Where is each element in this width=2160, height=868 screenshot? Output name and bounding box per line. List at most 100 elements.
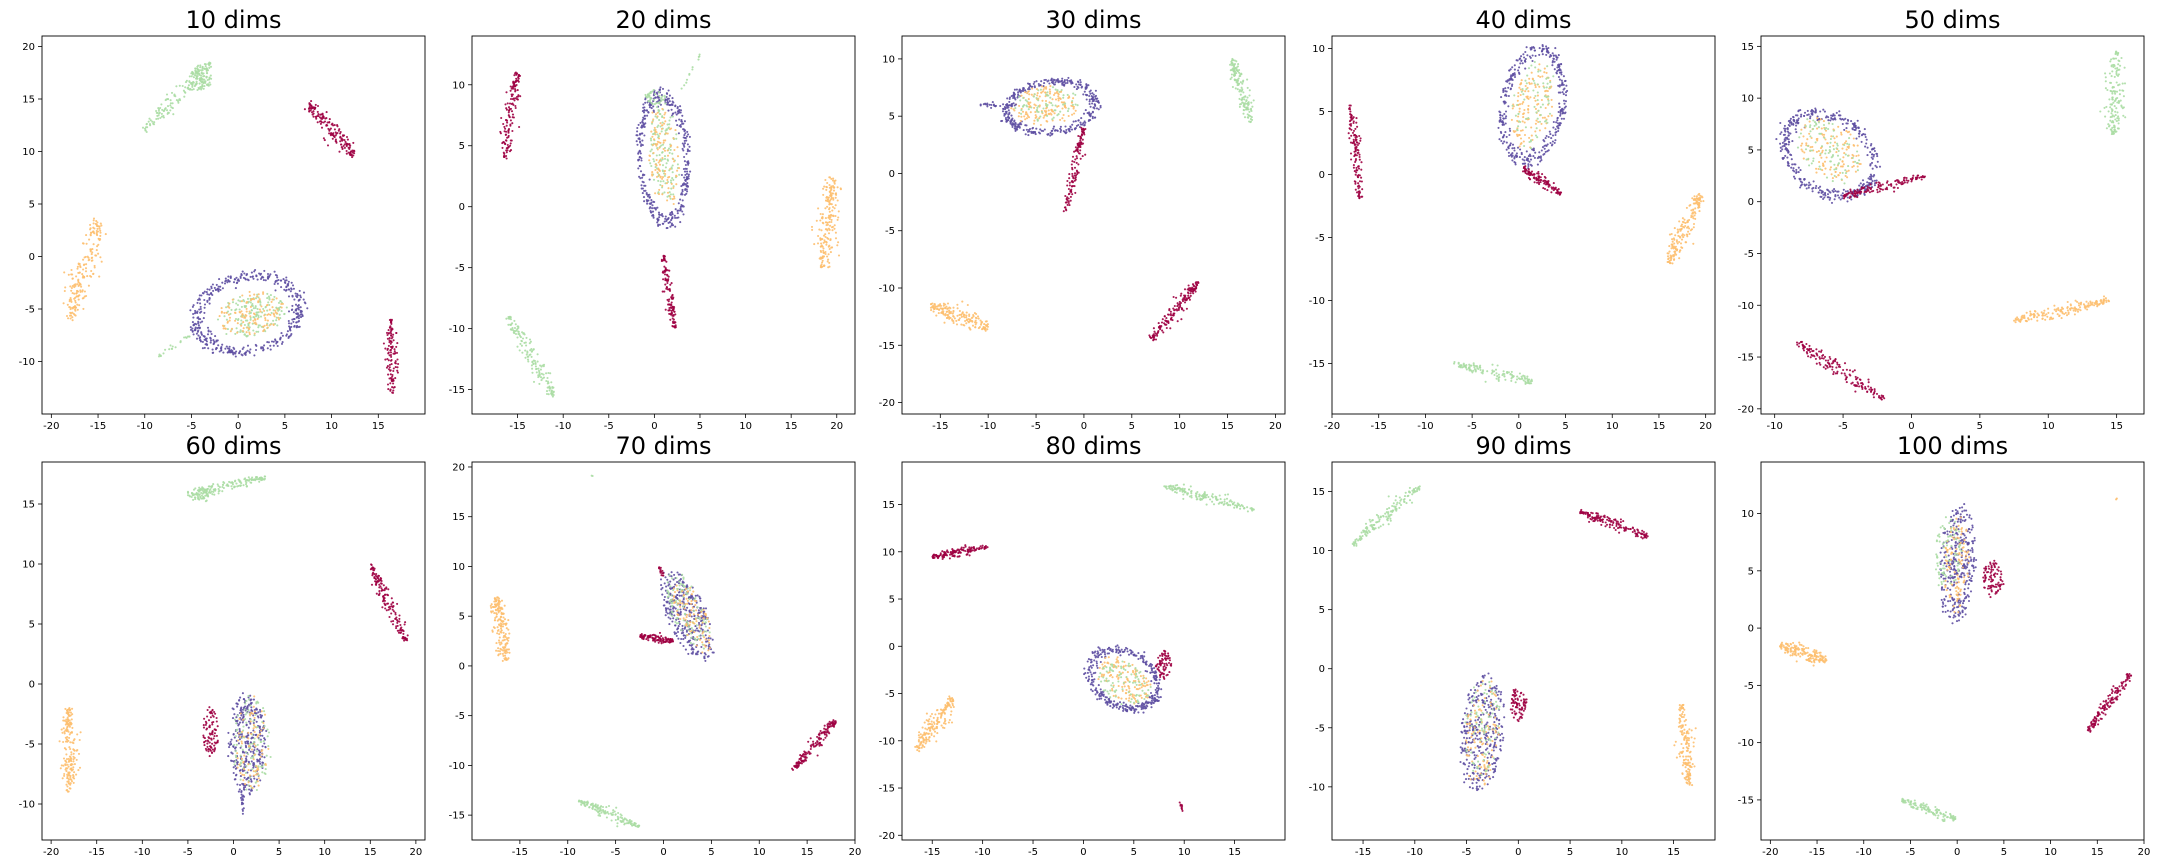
data-point: [221, 307, 223, 309]
data-point: [270, 294, 272, 296]
data-point: [1693, 202, 1695, 204]
data-point: [1002, 103, 1004, 105]
data-point: [1234, 79, 1236, 81]
data-point: [661, 157, 663, 159]
data-point: [1552, 61, 1554, 63]
data-point: [505, 119, 507, 121]
data-point: [1059, 111, 1061, 113]
data-point: [245, 315, 247, 317]
data-point: [241, 294, 243, 296]
data-point: [194, 329, 196, 331]
data-point: [1064, 206, 1066, 208]
data-point: [666, 162, 668, 164]
data-point: [1525, 172, 1527, 174]
data-point: [652, 214, 654, 216]
data-point: [1528, 168, 1530, 170]
data-point: [1232, 86, 1234, 88]
data-point: [1542, 139, 1544, 141]
data-point: [1355, 135, 1357, 137]
data-point: [1546, 189, 1548, 191]
data-point: [316, 115, 318, 117]
data-point: [212, 352, 214, 354]
data-point: [673, 137, 675, 139]
data-point: [653, 138, 655, 140]
data-point: [71, 287, 73, 289]
data-point: [223, 312, 225, 314]
data-point: [653, 160, 655, 162]
data-point: [296, 321, 298, 323]
data-point: [648, 194, 650, 196]
data-point: [1088, 95, 1090, 97]
data-point: [827, 266, 829, 268]
data-point: [279, 314, 281, 316]
data-point: [1031, 94, 1033, 96]
data-point: [231, 328, 233, 330]
data-point: [1353, 134, 1355, 136]
data-point: [96, 230, 98, 232]
data-point: [1355, 174, 1357, 176]
data-point: [1532, 54, 1534, 56]
data-point: [825, 186, 827, 188]
data-point: [828, 203, 830, 205]
data-point: [289, 328, 291, 330]
data-point: [248, 301, 250, 303]
data-point: [1058, 93, 1060, 95]
data-point: [669, 95, 671, 97]
data-point: [940, 307, 942, 309]
data-point: [1524, 134, 1526, 136]
data-point: [1510, 88, 1512, 90]
data-point: [262, 291, 264, 293]
data-point: [505, 131, 507, 133]
data-point: [312, 116, 314, 118]
data-point: [1358, 174, 1360, 176]
data-point: [1357, 149, 1359, 151]
data-point: [948, 316, 950, 318]
data-point: [1180, 293, 1182, 295]
data-point: [249, 315, 251, 317]
data-point: [204, 347, 206, 349]
data-point: [199, 64, 201, 66]
data-point: [638, 124, 640, 126]
data-point: [1010, 107, 1012, 109]
data-point: [643, 111, 645, 113]
data-point: [269, 345, 271, 347]
data-point: [73, 298, 75, 300]
data-point: [169, 104, 171, 106]
data-point: [682, 213, 684, 215]
data-point: [548, 386, 550, 388]
data-point: [639, 156, 641, 158]
data-point: [85, 267, 87, 269]
data-point: [189, 89, 191, 91]
data-point: [219, 289, 221, 291]
data-point: [84, 290, 86, 292]
data-point: [202, 75, 204, 77]
data-point: [221, 311, 223, 313]
data-point: [1552, 52, 1554, 54]
data-point: [394, 350, 396, 352]
data-point: [1084, 91, 1086, 93]
data-point: [1535, 86, 1537, 88]
data-point: [99, 256, 101, 258]
data-point: [822, 194, 824, 196]
data-point: [1523, 166, 1525, 168]
data-point: [241, 300, 243, 302]
data-point: [1193, 285, 1195, 287]
data-point: [1678, 241, 1680, 243]
data-point: [76, 292, 78, 294]
data-point: [223, 315, 225, 317]
data-point: [351, 156, 353, 158]
data-point: [1072, 104, 1074, 106]
data-point: [505, 155, 507, 157]
data-point: [640, 170, 642, 172]
data-point: [1164, 315, 1166, 317]
data-point: [395, 346, 397, 348]
data-point: [1071, 129, 1073, 131]
data-point: [1511, 85, 1513, 87]
data-point: [1358, 168, 1360, 170]
data-point: [1533, 149, 1535, 151]
data-point: [155, 118, 157, 120]
data-point: [666, 227, 668, 229]
data-point: [1505, 80, 1507, 82]
data-point: [244, 317, 246, 319]
data-point: [519, 75, 521, 77]
